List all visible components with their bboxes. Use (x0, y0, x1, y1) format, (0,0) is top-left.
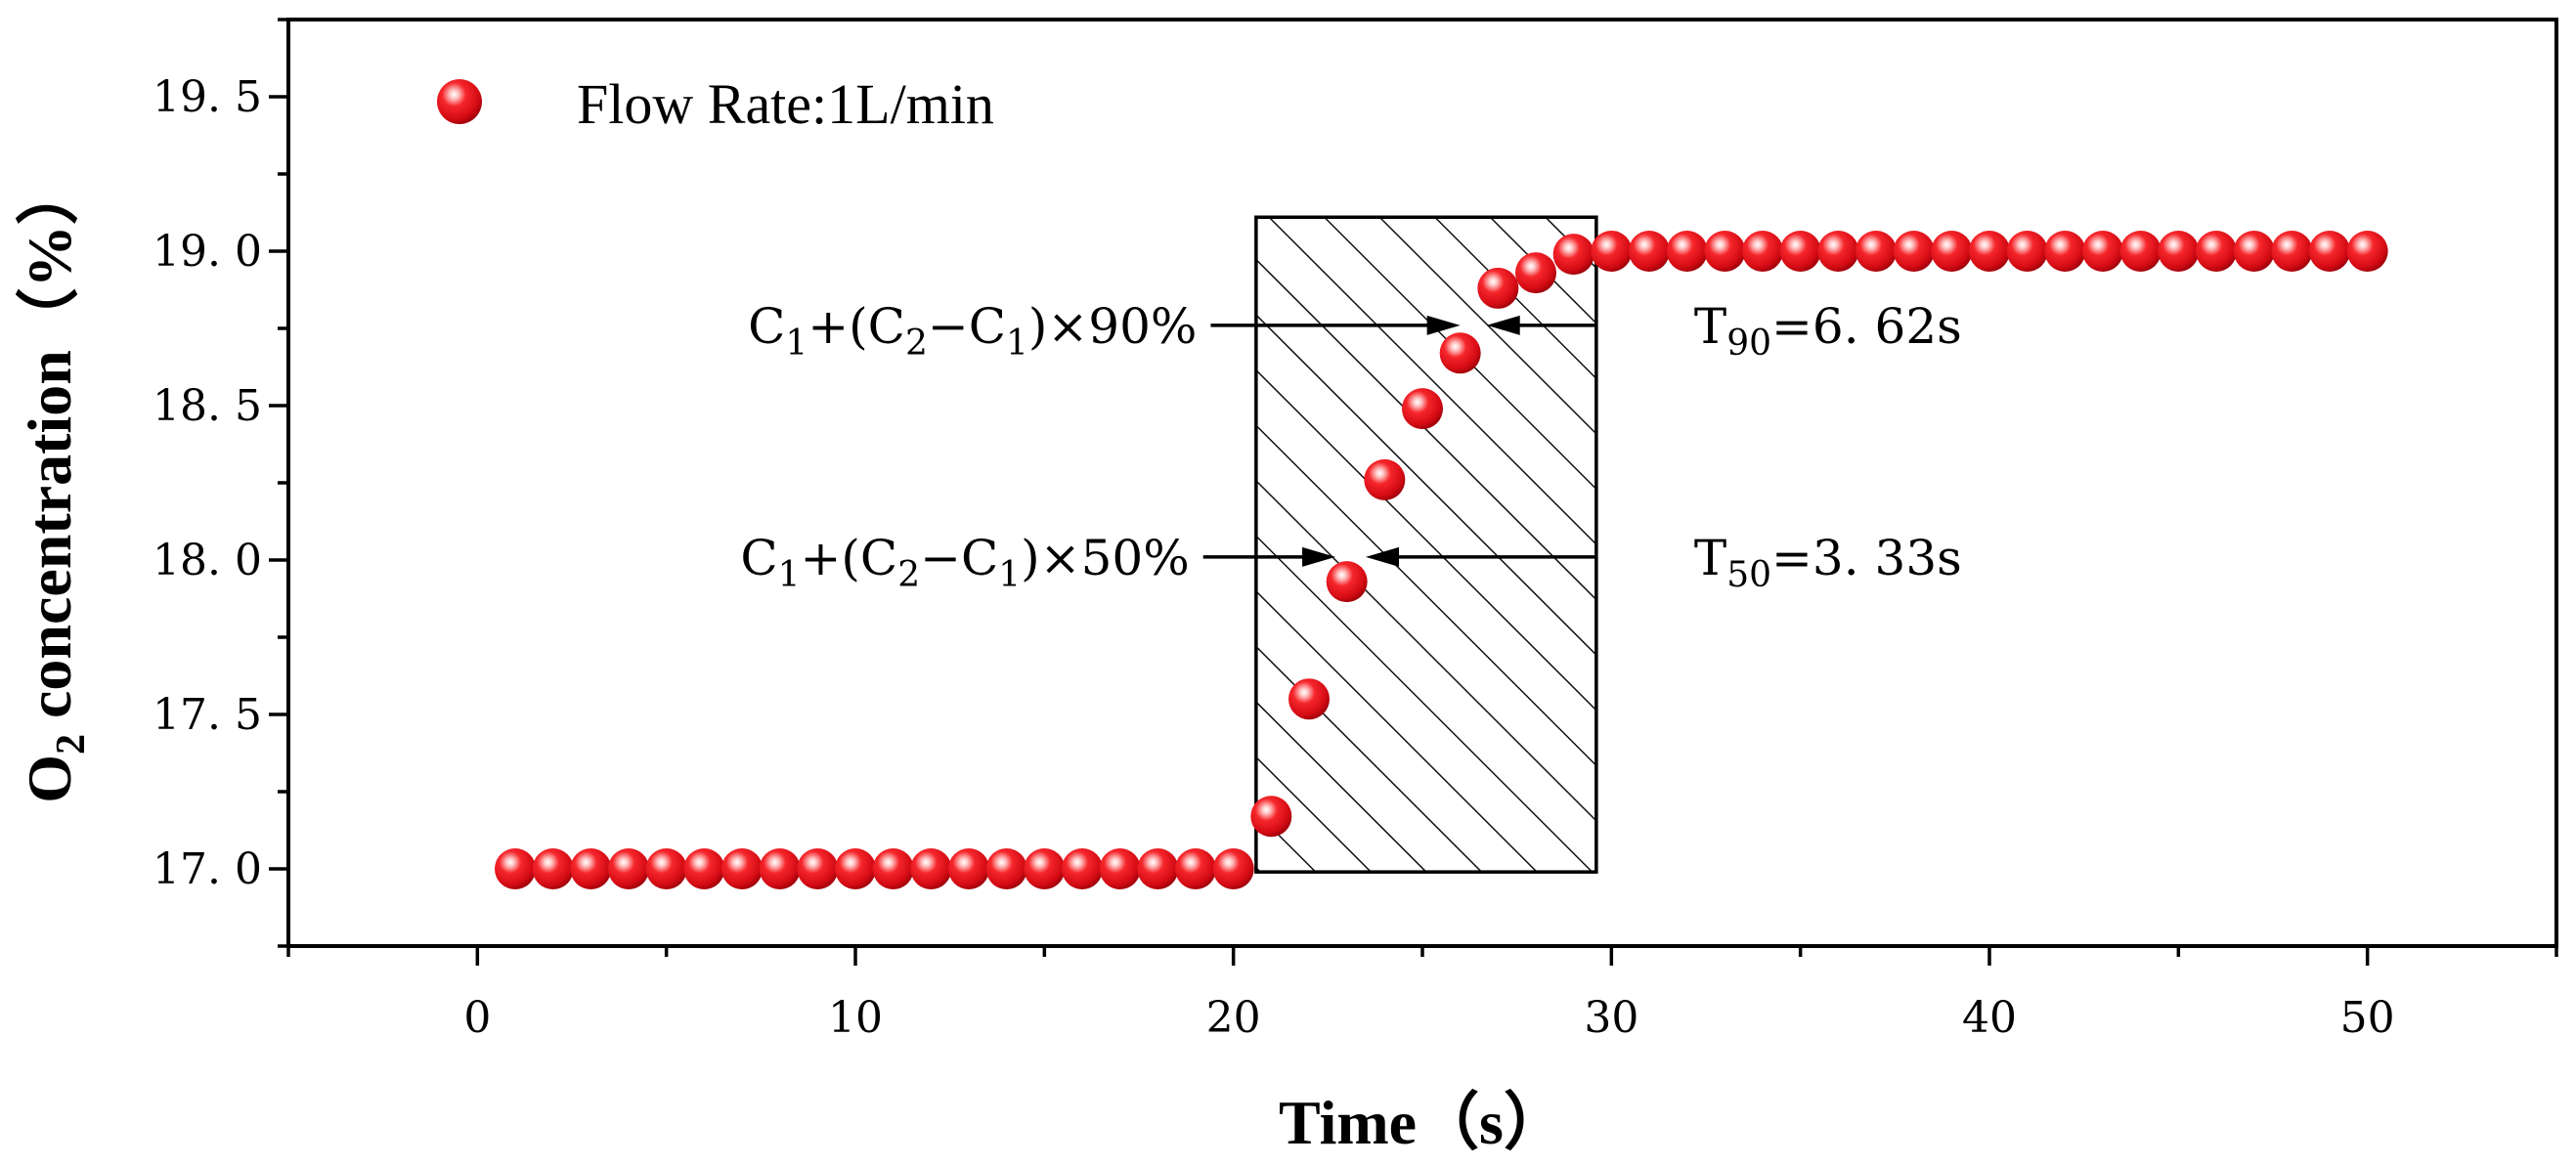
data-point (1024, 848, 1066, 889)
legend-marker (437, 79, 482, 124)
data-point (948, 848, 989, 889)
y-tick-label: 19. 5 (153, 72, 262, 122)
data-point (1364, 458, 1406, 500)
t50-right-arrow-head (1366, 546, 1399, 567)
data-point (2309, 231, 2350, 272)
data-point (759, 848, 801, 889)
data-point (985, 848, 1027, 889)
data-point (495, 848, 536, 889)
data-point (1439, 332, 1481, 374)
t90-right-arrow-head (1486, 315, 1520, 335)
data-point (1779, 231, 1821, 272)
data-point (1326, 561, 1368, 603)
t50-formula-sub1: 1 (778, 555, 801, 595)
data-point (1175, 848, 1216, 889)
data-point (721, 848, 763, 889)
x-tick-label: 50 (2340, 993, 2395, 1043)
data-point (1288, 678, 1330, 720)
t90-label-sub: 90 (1726, 324, 1771, 364)
data-point (1969, 231, 2010, 272)
legend-label: Flow Rate:1L/min (577, 72, 994, 136)
t50-formula-sub2: 2 (897, 555, 920, 595)
data-point (2158, 231, 2200, 272)
data-point (2119, 231, 2161, 272)
data-point (1212, 848, 1254, 889)
annotation-layer: C1+(C2−C1)×90% T90=6. 62s C1+(C2−C1)×50% T5… (740, 298, 1961, 595)
data-point (1817, 231, 1859, 272)
data-point (1552, 234, 1594, 276)
data-point (2006, 231, 2048, 272)
t50-label: T50=3. 33s (1694, 530, 1962, 595)
data-point (2044, 231, 2086, 272)
x-tick-label: 0 (463, 993, 491, 1043)
data-point (1402, 388, 1443, 430)
t90-left-arrow-head (1426, 315, 1461, 335)
data-point (1515, 252, 1556, 294)
axis-ticks (269, 18, 2558, 966)
data-point (797, 848, 839, 889)
t50-label-sub: 50 (1726, 555, 1771, 595)
y-axis-title-rest: concentration（%） (15, 162, 84, 734)
response-window-hatch (1254, 215, 1598, 874)
data-point (608, 848, 649, 889)
t50-left-arrow-head (1302, 546, 1336, 567)
data-point (1931, 231, 1973, 272)
data-point (2082, 231, 2123, 272)
data-point (532, 848, 574, 889)
data-point (835, 848, 876, 889)
y-tick-label: 17. 5 (153, 690, 262, 740)
t90-label: T90=6. 62s (1694, 298, 1962, 364)
data-point (1629, 231, 1670, 272)
y-tick-label: 18. 5 (153, 381, 262, 431)
y-tick-labels: 17. 0 17. 5 18. 0 18. 5 19. 0 19. 5 (153, 72, 262, 894)
data-point (1893, 231, 1935, 272)
data-point (1099, 848, 1141, 889)
y-tick-label: 19. 0 (153, 227, 262, 277)
data-point (1704, 231, 1746, 272)
t90-formula-sub2: 2 (905, 324, 928, 364)
y-axis-title-o: O (15, 755, 84, 803)
t50-formula: C1+(C2−C1)×50% (740, 530, 1189, 595)
data-point (1666, 231, 1708, 272)
x-tick-label: 10 (828, 993, 883, 1043)
x-tick-label: 20 (1206, 993, 1261, 1043)
x-tick-label: 30 (1584, 993, 1638, 1043)
y-axis-title: O2 concentration（%） (15, 162, 94, 803)
t90-formula: C1+(C2−C1)×90% (748, 298, 1197, 364)
y-tick-label: 18. 0 (153, 536, 262, 585)
data-point (910, 848, 952, 889)
data-point (1477, 267, 1519, 309)
data-point (1856, 231, 1897, 272)
data-point (872, 848, 914, 889)
data-point (2196, 231, 2237, 272)
x-axis-title: Time（s） (1279, 1088, 1566, 1157)
y-tick-label: 17. 0 (153, 844, 262, 894)
data-point (2346, 231, 2388, 272)
data-point (1062, 848, 1103, 889)
data-point (570, 848, 612, 889)
data-points (495, 231, 2388, 889)
data-point (2271, 231, 2313, 272)
data-point (645, 848, 687, 889)
data-point (1591, 231, 1633, 272)
x-tick-label: 40 (1962, 993, 2017, 1043)
data-point (1742, 231, 1783, 272)
t90-formula-sub1: 1 (785, 324, 808, 364)
t90-formula-sub3: 1 (1006, 324, 1028, 364)
data-point (1137, 848, 1179, 889)
data-point (683, 848, 725, 889)
x-tick-labels: 0 10 20 30 40 50 (463, 993, 2394, 1043)
y-axis-title-sub: 2 (49, 734, 94, 755)
data-point (2233, 231, 2275, 272)
data-point (1250, 796, 1292, 838)
t50-formula-sub3: 1 (998, 555, 1021, 595)
